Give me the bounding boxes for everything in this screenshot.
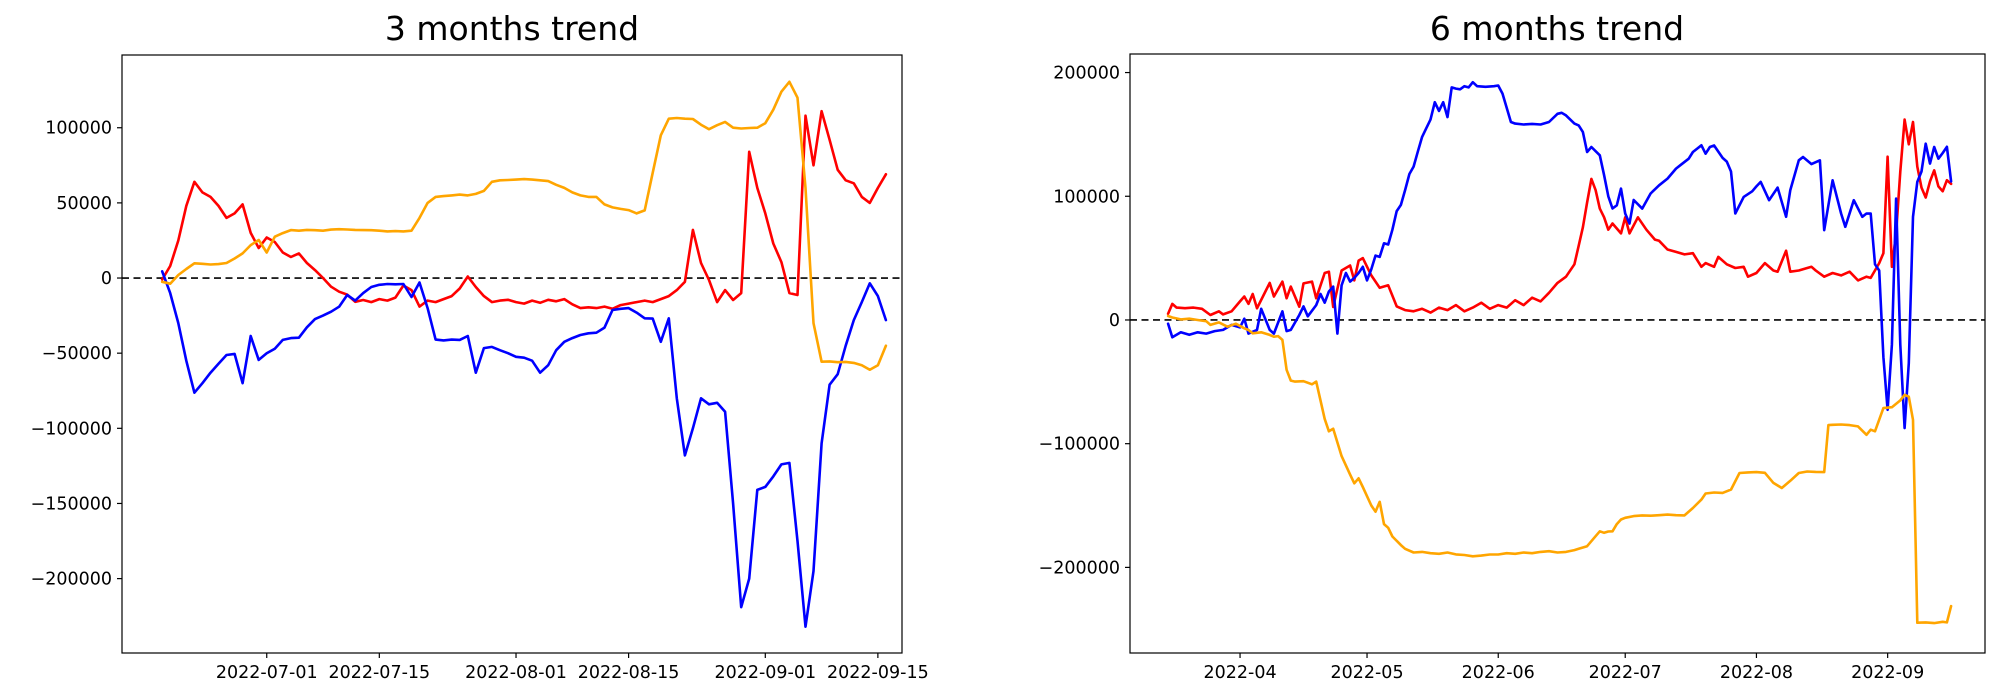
y-tick-label: 0 — [1109, 311, 1120, 331]
chart-6-months-trend: 6 months trend 2022-04 2022-05 2022-06 2022… — [1039, 9, 1986, 683]
x-axis: 2022-07-01 2022-07-15 2022-08-01 2022-08-15… — [216, 653, 929, 683]
y-tick-label: −200000 — [1039, 558, 1120, 578]
x-tick-label: 2022-08 — [1720, 663, 1793, 683]
x-tick-label: 2022-08-15 — [578, 663, 680, 683]
x-tick-label: 2022-09 — [1851, 663, 1924, 683]
x-axis: 2022-04 2022-05 2022-06 2022-07 2022-08 2022-… — [1203, 653, 1924, 683]
x-tick-label: 2022-04 — [1203, 663, 1276, 683]
y-tick-label: 100000 — [1053, 187, 1120, 207]
series-orange-line — [160, 80, 888, 371]
x-tick-label: 2022-07 — [1589, 663, 1662, 683]
x-tick-label: 2022-05 — [1330, 663, 1403, 683]
series-red-line — [160, 109, 888, 311]
x-tick-label: 2022-07-01 — [216, 663, 318, 683]
series-blue-line — [1166, 80, 1953, 430]
x-tick-label: 2022-07-15 — [328, 663, 430, 683]
y-tick-label: −200000 — [31, 570, 112, 590]
x-tick-label: 2022-09-15 — [827, 663, 929, 683]
axes-frame — [121, 54, 903, 654]
chart-3-months-trend: 3 months trend 2022-07-01 2022-07-15 2022-… — [31, 9, 929, 683]
axes-frame — [1129, 53, 1986, 654]
y-axis: 200000 100000 0 −100000 −200000 — [1039, 64, 1130, 578]
y-axis: 100000 50000 0 −50000 −100000 −150000 −200000 — [31, 119, 122, 590]
series-orange-line — [1166, 314, 1953, 625]
y-tick-label: −100000 — [31, 419, 112, 439]
y-tick-label: 100000 — [45, 119, 112, 139]
chart-title: 3 months trend — [385, 9, 639, 48]
y-tick-label: −50000 — [42, 344, 112, 364]
y-tick-label: −150000 — [31, 494, 112, 514]
y-tick-label: 50000 — [56, 194, 112, 214]
series-blue-line — [160, 270, 888, 628]
x-tick-label: 2022-09-01 — [714, 663, 816, 683]
series-red-line — [1166, 118, 1953, 317]
x-tick-label: 2022-06 — [1462, 663, 1535, 683]
y-tick-label: −100000 — [1039, 435, 1120, 455]
y-tick-label: 0 — [101, 269, 112, 289]
y-tick-label: 200000 — [1053, 64, 1120, 84]
chart-title: 6 months trend — [1430, 9, 1684, 48]
x-tick-label: 2022-08-01 — [465, 663, 567, 683]
